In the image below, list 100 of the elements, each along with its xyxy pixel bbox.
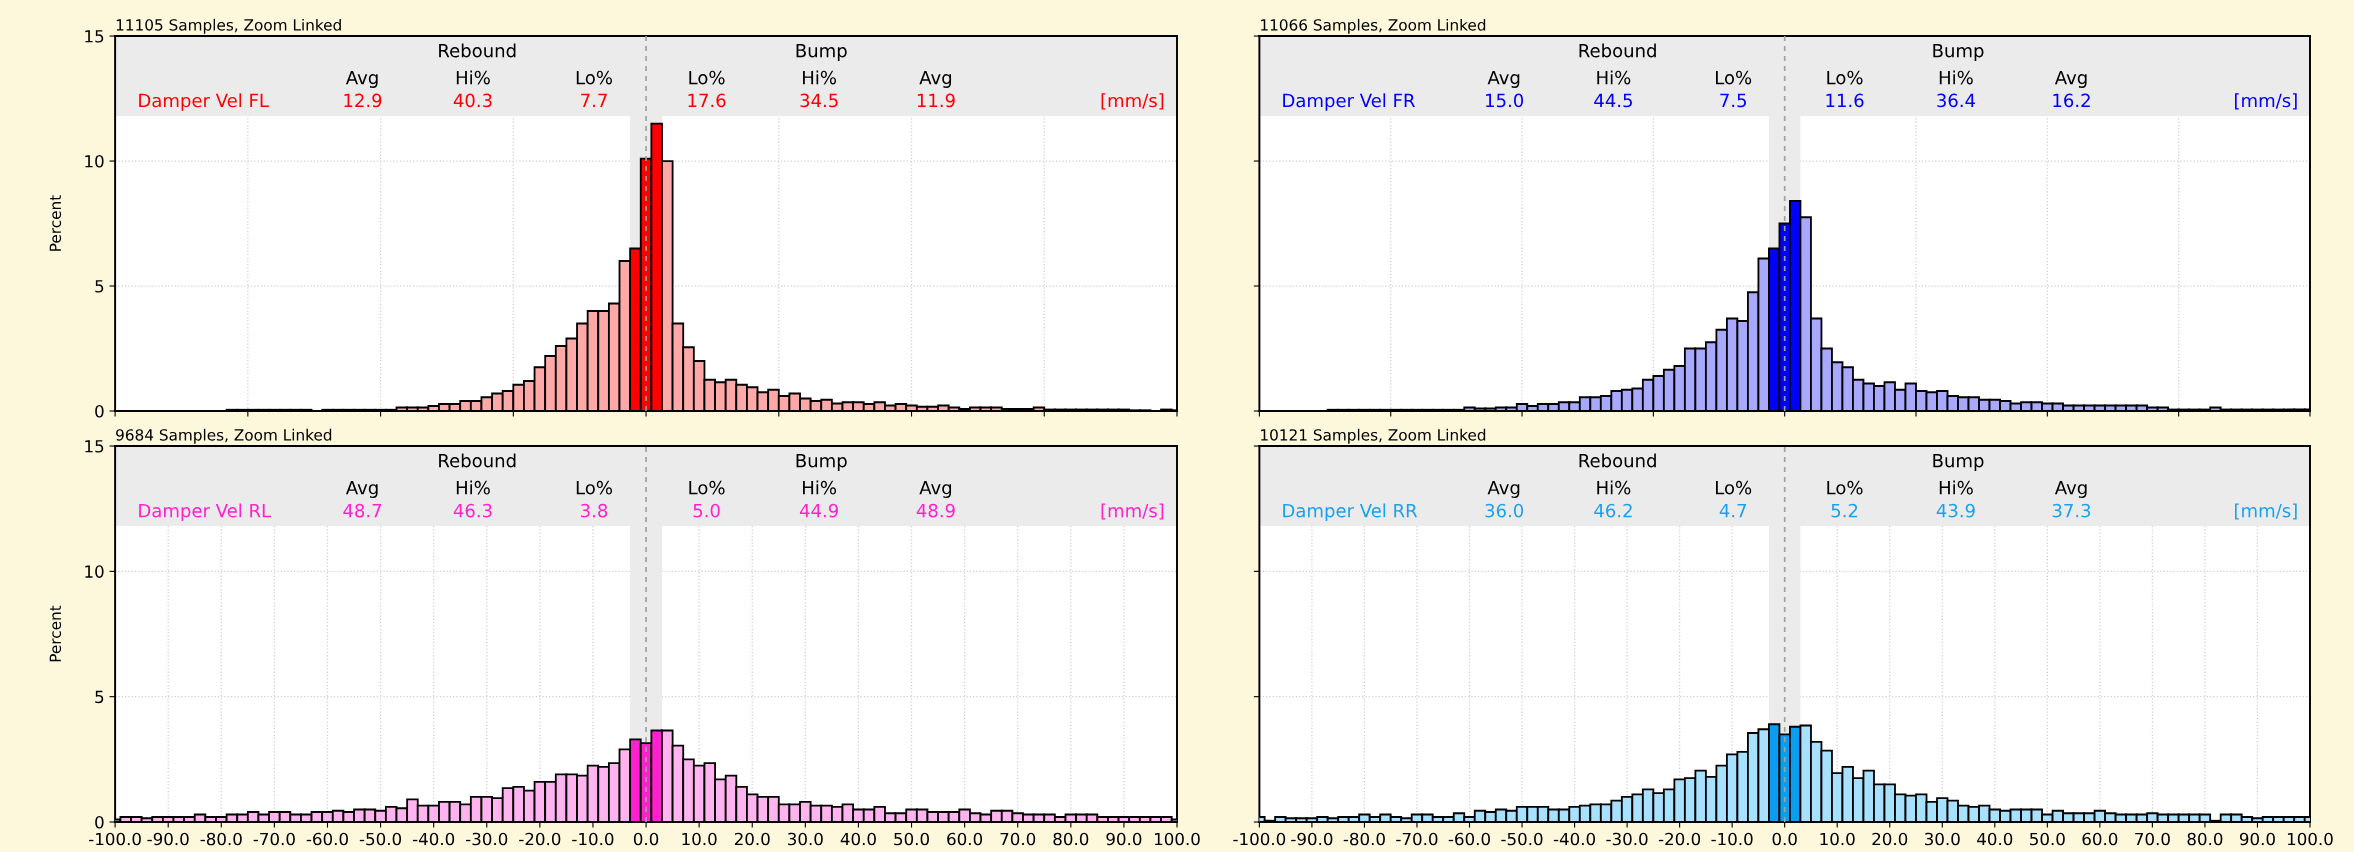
x-tick-label: 20.0 xyxy=(1872,832,1908,846)
x-tick-label: 0.0 xyxy=(1772,832,1797,846)
annotation: 5.0 xyxy=(693,503,720,518)
x-tick-label: 60.0 xyxy=(2082,832,2118,846)
x-tick-label: -20.0 xyxy=(1658,832,1701,846)
x-tick-label: -10.0 xyxy=(1711,832,1753,846)
x-tick-label: -80.0 xyxy=(200,832,242,846)
annotation: 12.9 xyxy=(344,93,382,108)
annotation: Lo% xyxy=(689,70,725,85)
annotation: 17.6 xyxy=(688,93,726,108)
annotation: 7.5 xyxy=(1720,93,1746,108)
y-tick-label: 5 xyxy=(95,690,104,704)
y-tick-label: 0 xyxy=(95,815,104,829)
annotation: 44.9 xyxy=(799,503,838,518)
annotation: Hi% xyxy=(1597,480,1631,495)
x-tick-label: 70.0 xyxy=(2135,832,2170,846)
annotation: Hi% xyxy=(1939,70,1973,85)
annotation: Hi% xyxy=(1597,70,1631,85)
x-tick-label: -60.0 xyxy=(1448,832,1490,846)
annotation: 34.5 xyxy=(800,93,838,108)
annotation: Rebound xyxy=(1579,43,1656,58)
annotation: 4.7 xyxy=(1719,504,1747,518)
annotation: Hi% xyxy=(803,480,837,495)
text: Damper Vel FR xyxy=(1283,93,1415,111)
annotation: Rebound xyxy=(439,43,516,58)
annotation: Lo% xyxy=(576,480,612,495)
text: Damper Vel RL xyxy=(139,503,272,521)
x-tick-label: -50.0 xyxy=(359,832,402,846)
x-tick-label: -20.0 xyxy=(519,832,561,846)
annotation: 48.7 xyxy=(343,503,382,518)
x-tick-label: -70.0 xyxy=(253,832,295,846)
annotation: Avg xyxy=(345,481,378,498)
annotation: Lo% xyxy=(576,70,612,85)
annotation: Lo% xyxy=(1716,480,1752,495)
annotation: Rebound xyxy=(439,453,516,468)
annotation: Hi% xyxy=(456,480,490,495)
annotation: Avg xyxy=(2054,70,2087,88)
annotation: Lo% xyxy=(1716,70,1752,85)
annotation: [mm/s] xyxy=(2235,503,2297,520)
annotation: 7.7 xyxy=(581,93,607,108)
annotation: 36.4 xyxy=(1937,93,1976,108)
x-tick-label: -90.0 xyxy=(147,832,189,846)
annotation: 11.9 xyxy=(917,93,955,108)
annotation: 15.0 xyxy=(1486,93,1524,108)
annotation: Avg xyxy=(919,481,952,498)
x-tick-label: 30.0 xyxy=(788,832,823,846)
x-tick-label: -40.0 xyxy=(412,832,455,846)
y-tick-label: 15 xyxy=(85,440,104,453)
annotation: Lo% xyxy=(1827,70,1863,85)
y-axis-title: Percent xyxy=(49,195,62,251)
annotation: Bump xyxy=(1933,43,1984,61)
x-tick-label: -100.0 xyxy=(1233,832,1286,846)
text: Damper Vel RR xyxy=(1283,503,1418,521)
x-tick-label: 10.0 xyxy=(1820,832,1855,846)
annotation: Bump xyxy=(796,43,847,61)
x-tick-label: -90.0 xyxy=(1291,832,1333,846)
x-tick-label: -40.0 xyxy=(1553,832,1596,846)
annotation: Bump xyxy=(1933,454,1984,471)
x-tick-label: 50.0 xyxy=(2030,832,2065,846)
x-tick-label: 40.0 xyxy=(1977,832,2013,846)
annotation: 46.3 xyxy=(453,503,492,518)
annotation: 37.3 xyxy=(2052,503,2091,518)
annotation: Avg xyxy=(345,70,378,88)
chart-title: 9684 Samples, Zoom Linked xyxy=(116,428,332,444)
annotation: 40.3 xyxy=(453,93,492,108)
annotation: Rebound xyxy=(1579,453,1656,468)
annotation: [mm/s] xyxy=(1101,503,1164,520)
annotation: Avg xyxy=(1487,481,1520,498)
x-tick-label: -30.0 xyxy=(466,832,508,846)
x-tick-label: 40.0 xyxy=(840,832,876,846)
annotation: Avg xyxy=(919,70,952,88)
annotation: 3.8 xyxy=(581,503,608,518)
x-tick-label: -100.0 xyxy=(89,832,141,846)
x-tick-label: 100.0 xyxy=(1154,832,1200,846)
chart-title: 11066 Samples, Zoom Linked xyxy=(1261,18,1486,34)
x-tick-label: -30.0 xyxy=(1606,832,1648,846)
annotation: Lo% xyxy=(1827,480,1863,495)
y-tick-label: 10 xyxy=(85,565,104,578)
x-tick-label: 60.0 xyxy=(947,832,983,846)
x-tick-label: -80.0 xyxy=(1343,832,1385,846)
x-tick-label: -60.0 xyxy=(306,832,348,846)
annotation: 46.2 xyxy=(1594,503,1632,518)
annotation: 16.2 xyxy=(2053,93,2090,108)
annotation: 44.5 xyxy=(1594,93,1632,108)
annotation: [mm/s] xyxy=(2235,93,2297,110)
annotation: 36.0 xyxy=(1485,503,1524,518)
x-tick-label: 90.0 xyxy=(1106,832,1142,846)
y-tick-label: 15 xyxy=(85,30,104,43)
annotation: [mm/s] xyxy=(1101,93,1164,110)
x-tick-label: -10.0 xyxy=(572,832,614,846)
x-tick-label: 0.0 xyxy=(633,832,659,846)
annotation: 5.2 xyxy=(1831,503,1858,518)
x-tick-label: 90.0 xyxy=(2239,832,2275,846)
annotation: Hi% xyxy=(456,70,490,85)
annotation: 48.9 xyxy=(916,503,955,518)
chart-title: 11105 Samples, Zoom Linked xyxy=(116,18,341,34)
y-axis-title: Percent xyxy=(49,605,62,662)
x-tick-label: 10.0 xyxy=(682,832,717,846)
x-tick-label: -50.0 xyxy=(1501,832,1543,846)
x-tick-label: 80.0 xyxy=(1053,832,1089,846)
